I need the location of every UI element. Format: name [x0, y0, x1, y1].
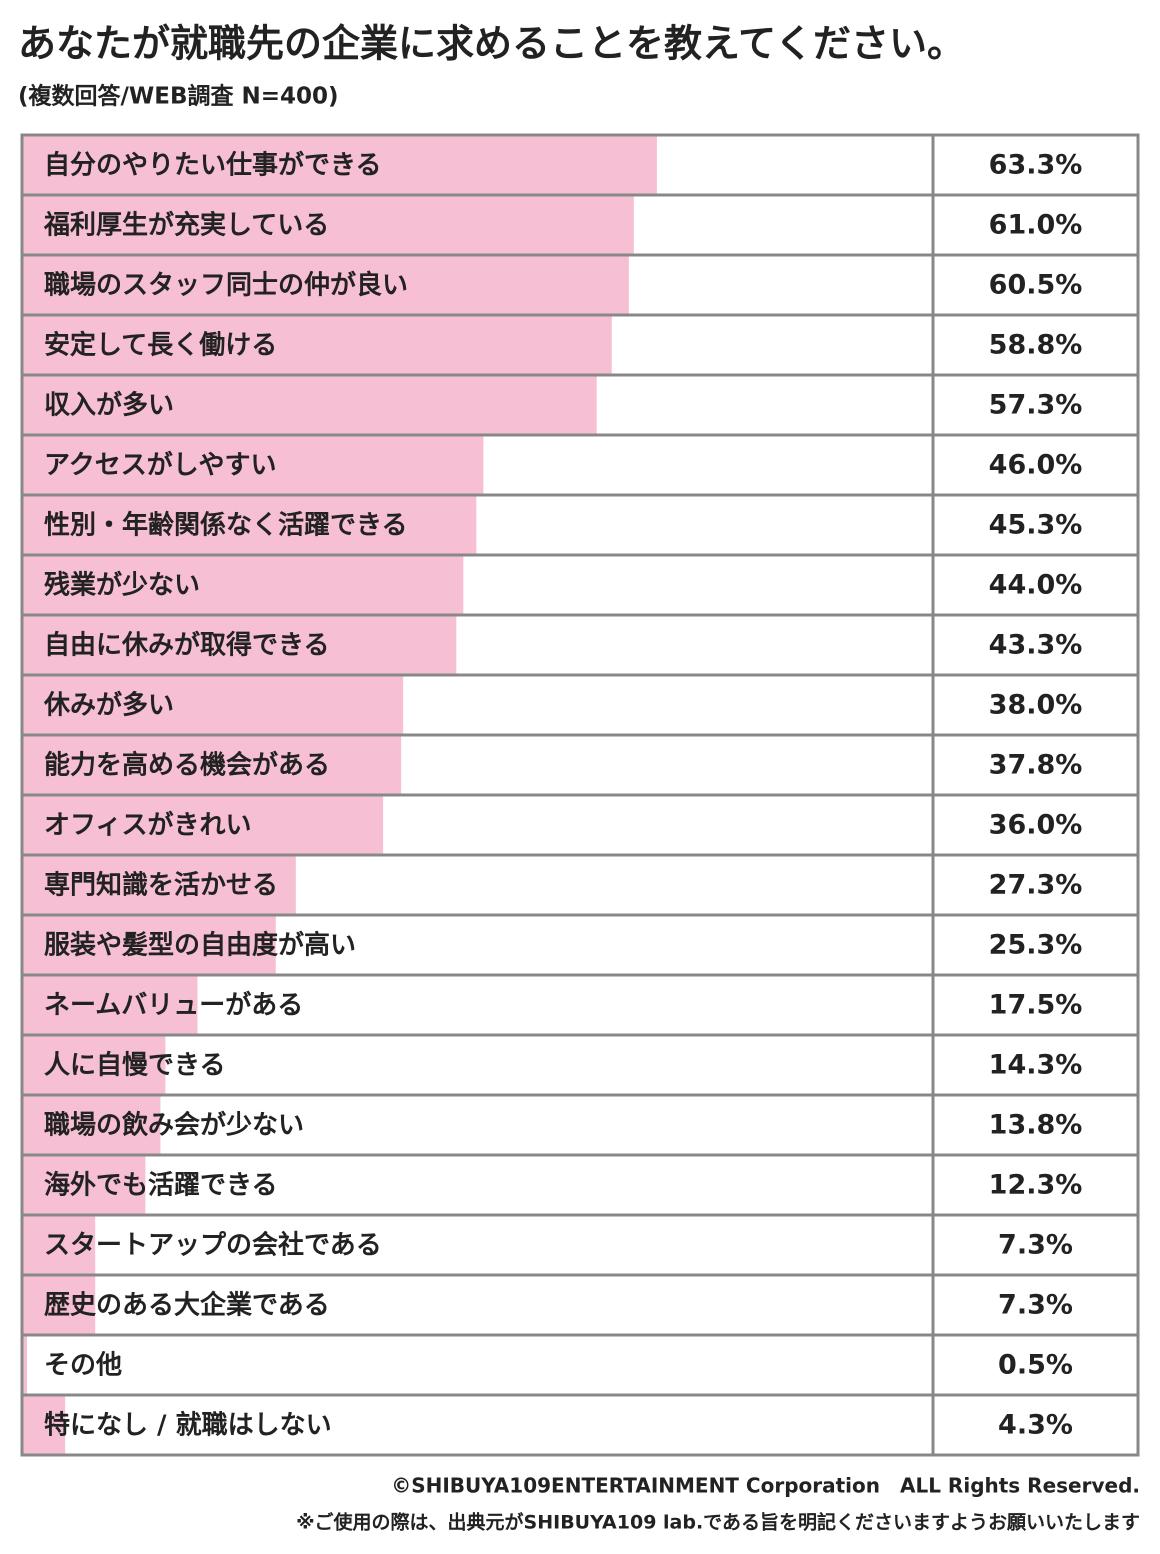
category-label: 能力を高める機会がある — [44, 750, 330, 781]
bar — [22, 1095, 161, 1155]
category-label: 残業が少ない — [44, 570, 200, 601]
value-label: 38.0% — [989, 690, 1083, 721]
category-label: ネームバリューがある — [44, 990, 303, 1021]
value-label: 12.3% — [989, 1170, 1083, 1201]
bar — [22, 1155, 146, 1215]
bar — [22, 675, 404, 735]
bar — [22, 735, 402, 795]
value-label: 37.8% — [989, 750, 1083, 781]
value-label: 63.3% — [989, 150, 1083, 181]
value-label: 25.3% — [989, 930, 1083, 961]
value-label: 14.3% — [989, 1050, 1083, 1081]
chart-title: あなたが就職先の企業に求めることを教えてください。 — [18, 22, 965, 66]
category-label: 収入が多い — [44, 390, 174, 421]
bar — [22, 1215, 96, 1275]
bar — [22, 1335, 28, 1395]
value-label: 7.3% — [998, 1290, 1073, 1321]
bar — [22, 975, 198, 1035]
footer: ©SHIBUYA109ENTERTAINMENT Corporation ALL… — [391, 1474, 1140, 1498]
bar — [22, 555, 464, 615]
bar — [22, 795, 384, 855]
value-label: 0.5% — [998, 1350, 1073, 1381]
category-label: 特になし / 就職はしない — [44, 1410, 332, 1441]
category-label: 自分のやりたい仕事ができる — [44, 150, 381, 181]
bar — [22, 135, 657, 195]
category-label: 自由に休みが取得できる — [44, 630, 329, 661]
category-label: 人に自慢できる — [44, 1050, 225, 1081]
bar — [22, 315, 612, 375]
value-label: 7.3% — [998, 1230, 1073, 1261]
bar — [22, 1035, 166, 1095]
category-label: 専門知識を活かせる — [44, 871, 278, 901]
value-label: 44.0% — [989, 570, 1083, 601]
footer: ※ご使用の際は、出典元がSHIBUYA109 lab.である旨を明記くださいます… — [296, 1511, 1140, 1534]
bar — [22, 435, 484, 495]
value-label: 58.8% — [989, 330, 1083, 361]
value-label: 17.5% — [989, 990, 1083, 1021]
category-label: 安定して長く働ける — [44, 330, 277, 361]
category-label: 福利厚生が充実している — [43, 210, 329, 241]
category-label: オフィスがきれい — [44, 810, 251, 841]
category-label: その他 — [44, 1351, 122, 1381]
value-label: 27.3% — [989, 870, 1083, 901]
value-label: 46.0% — [989, 450, 1083, 481]
bar — [22, 1395, 66, 1455]
bar — [22, 195, 634, 255]
category-label: 職場の飲み会が少ない — [44, 1110, 304, 1141]
category-label: 職場のスタッフ同士の仲が良い — [44, 270, 408, 301]
bar — [22, 1275, 96, 1335]
value-label: 43.3% — [989, 630, 1083, 661]
category-label: アクセスがしやすい — [44, 450, 276, 481]
bar — [22, 375, 597, 435]
bar — [22, 915, 276, 975]
bar — [22, 615, 457, 675]
chart-subtitle: (複数回答/WEB調査 N=400) — [18, 83, 339, 110]
value-label: 13.8% — [989, 1110, 1083, 1141]
value-label: 57.3% — [989, 390, 1083, 421]
category-label: スタートアップの会社である — [44, 1230, 382, 1261]
value-label: 45.3% — [989, 510, 1083, 541]
bar — [22, 495, 477, 555]
table-border — [20, 133, 1140, 1457]
value-label: 61.0% — [989, 210, 1083, 241]
category-label: 服装や髪型の自由度が高い — [44, 930, 356, 961]
category-label: 休みが多い — [43, 690, 174, 721]
category-label: 性別・年齢関係なく活躍できる — [44, 510, 407, 541]
value-label: 60.5% — [989, 270, 1083, 301]
bar — [22, 855, 296, 915]
bar — [22, 255, 629, 315]
category-label: 海外でも活躍できる — [44, 1171, 277, 1201]
value-label: 4.3% — [998, 1410, 1073, 1441]
category-label: 歴史のある大企業である — [44, 1290, 330, 1321]
value-label: 36.0% — [989, 810, 1083, 841]
